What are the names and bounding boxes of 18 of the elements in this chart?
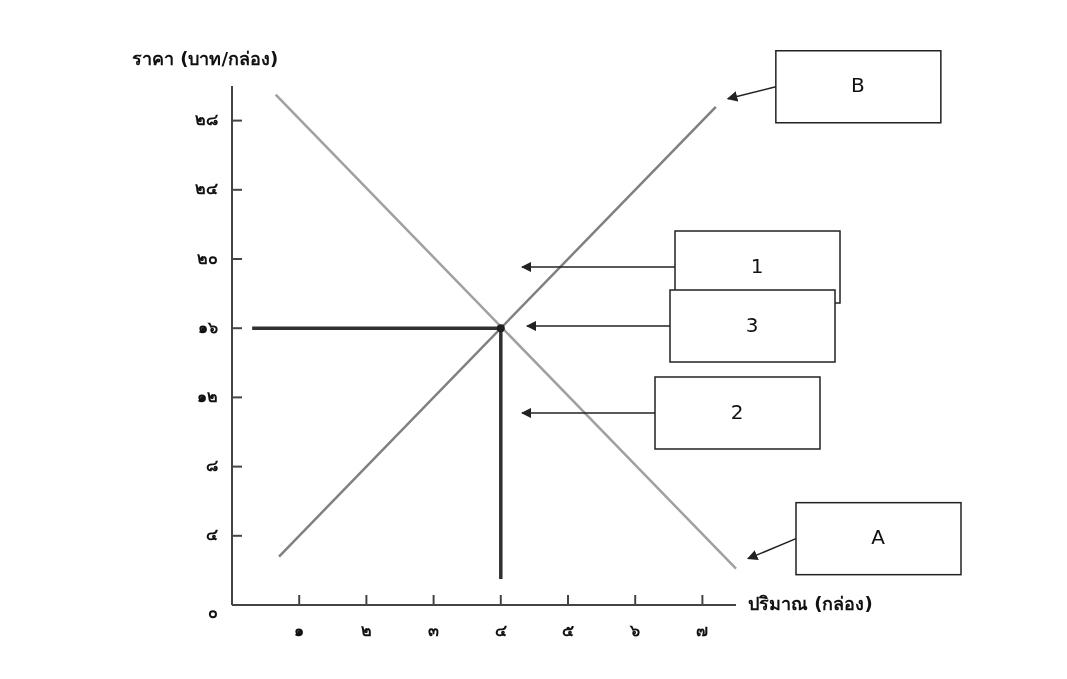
y-axis-title: ราคา (บาท/กล่อง) [132, 48, 279, 69]
y-tick-label: ๔ [206, 525, 218, 545]
x-tick-label: ๖ [629, 620, 641, 640]
y-tick-label: ๑๖ [198, 317, 218, 337]
x-tick-label: ๕ [562, 620, 574, 640]
x-tick-label: ๓ [428, 620, 440, 640]
x-tick-label: ๔ [494, 620, 507, 640]
y-tick-label: ๘ [206, 456, 218, 476]
y-tick-label: ๒๘ [195, 110, 218, 130]
y-tick-label: ๑๒ [197, 386, 218, 406]
x-tick-label: ๑ [294, 620, 305, 640]
x-tick-label: ๗ [696, 620, 709, 640]
y-tick-label: ๒๔ [195, 179, 218, 199]
x-tick-label: ๒ [360, 620, 372, 640]
annotation: 2 [730, 399, 744, 424]
y-tick-label: ๐ [208, 602, 218, 622]
x-axis-title: ปริมาณ (กล่อง) [748, 593, 873, 614]
y-tick-label: ๒๐ [197, 248, 218, 268]
